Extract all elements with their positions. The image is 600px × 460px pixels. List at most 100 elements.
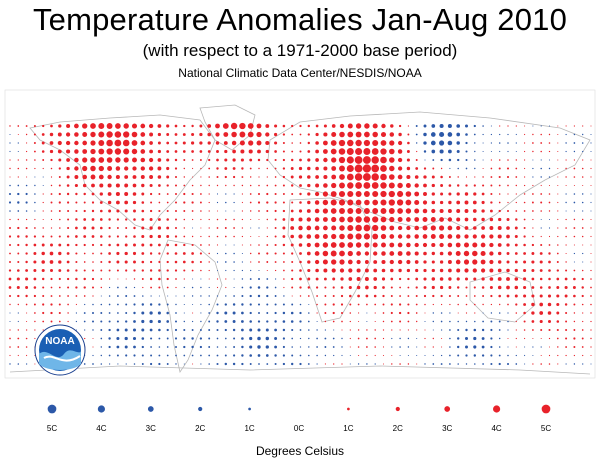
anomaly-dot xyxy=(174,328,178,332)
anomaly-dot xyxy=(531,286,535,289)
anomaly-dot xyxy=(83,192,86,196)
anomaly-dot xyxy=(25,260,28,264)
anomaly-dot xyxy=(565,184,567,187)
anomaly-dot xyxy=(423,167,427,170)
anomaly-dot xyxy=(183,286,185,289)
anomaly-dot xyxy=(74,175,79,179)
anomaly-dot xyxy=(282,141,285,145)
anomaly-dot xyxy=(16,277,20,281)
anomaly-dot xyxy=(307,295,310,297)
anomaly-dot xyxy=(338,139,346,147)
anomaly-dot xyxy=(199,132,203,137)
anomaly-dot xyxy=(207,132,212,137)
anomaly-dot xyxy=(290,311,294,315)
anomaly-dot xyxy=(440,167,443,170)
anomaly-dot xyxy=(82,140,88,146)
anomaly-dot xyxy=(381,259,386,265)
anomaly-dot xyxy=(191,184,194,187)
anomaly-dot xyxy=(282,226,286,230)
anomaly-dot xyxy=(141,345,144,349)
anomaly-dot xyxy=(507,159,509,161)
anomaly-dot xyxy=(166,363,169,365)
anomaly-dot xyxy=(290,320,294,323)
anomaly-dot xyxy=(415,159,418,161)
anomaly-dot xyxy=(216,193,219,195)
anomaly-dot xyxy=(557,244,559,246)
anomaly-dot xyxy=(274,227,277,229)
anomaly-dot xyxy=(158,193,161,195)
anomaly-dot xyxy=(291,328,294,332)
anomaly-dot xyxy=(388,190,395,198)
anomaly-dot xyxy=(141,260,145,264)
anomaly-dot xyxy=(422,208,428,214)
anomaly-dot xyxy=(282,354,286,357)
anomaly-dot xyxy=(132,200,137,205)
anomaly-dot xyxy=(514,226,518,230)
anomaly-dot xyxy=(448,192,452,196)
anomaly-dot xyxy=(58,192,61,196)
anomaly-dot xyxy=(457,363,459,365)
anomaly-dot xyxy=(398,311,402,315)
anomaly-dot xyxy=(506,234,510,239)
anomaly-dot xyxy=(208,176,210,178)
anomaly-dot xyxy=(216,286,219,289)
anomaly-dot xyxy=(506,260,510,264)
anomaly-dot xyxy=(116,251,120,256)
anomaly-dot xyxy=(339,216,345,223)
anomaly-dot xyxy=(125,363,127,365)
anomaly-dot xyxy=(141,337,145,340)
anomaly-dot xyxy=(208,269,210,272)
anomaly-dot xyxy=(447,260,452,264)
anomaly-dot xyxy=(274,243,277,247)
anomaly-dot xyxy=(330,208,337,214)
anomaly-dot xyxy=(208,363,211,365)
anomaly-dot xyxy=(346,164,354,173)
anomaly-dot xyxy=(274,311,277,315)
anomaly-dot xyxy=(149,192,153,196)
anomaly-dot xyxy=(532,133,534,136)
anomaly-dot xyxy=(8,226,12,230)
anomaly-dot xyxy=(17,150,19,153)
anomaly-dot xyxy=(498,362,501,366)
anomaly-dot xyxy=(572,286,576,289)
anomaly-dot xyxy=(481,226,485,230)
anomaly-dot xyxy=(565,193,567,195)
anomaly-dot xyxy=(282,184,285,187)
anomaly-dot xyxy=(441,337,443,340)
anomaly-dot xyxy=(266,210,269,212)
anomaly-dot xyxy=(133,278,136,280)
anomaly-dot xyxy=(200,210,202,212)
anomaly-dot xyxy=(363,216,371,223)
anomaly-dot xyxy=(108,320,111,323)
anomaly-dot xyxy=(498,184,501,187)
anomaly-dot xyxy=(455,242,461,248)
anomaly-dot xyxy=(17,329,19,331)
anomaly-dot xyxy=(331,268,336,273)
anomaly-dot xyxy=(389,132,395,137)
anomaly-dot xyxy=(405,191,412,197)
anomaly-dot xyxy=(232,311,236,315)
anomaly-dot xyxy=(166,193,169,195)
anomaly-dot xyxy=(282,150,285,153)
anomaly-dot xyxy=(464,217,469,222)
anomaly-dot xyxy=(464,226,469,230)
anomaly-dot xyxy=(540,184,542,187)
anomaly-dot xyxy=(91,243,95,247)
anomaly-dot xyxy=(354,173,363,181)
anomaly-dot xyxy=(355,147,363,156)
anomaly-dot xyxy=(472,250,478,257)
anomaly-dot xyxy=(90,140,96,146)
anomaly-dot xyxy=(149,269,153,272)
anomaly-dot xyxy=(116,295,119,297)
anomaly-dot xyxy=(457,167,459,170)
anomaly-dot xyxy=(183,159,186,161)
anomaly-dot xyxy=(474,150,476,153)
anomaly-dot xyxy=(398,140,403,146)
anomaly-dot xyxy=(17,125,20,127)
anomaly-dot xyxy=(98,123,105,129)
anomaly-dot xyxy=(199,150,203,153)
anomaly-dot xyxy=(274,252,277,255)
anomaly-dot xyxy=(523,184,526,187)
anomaly-dot xyxy=(464,242,469,248)
anomaly-dot xyxy=(356,259,361,265)
